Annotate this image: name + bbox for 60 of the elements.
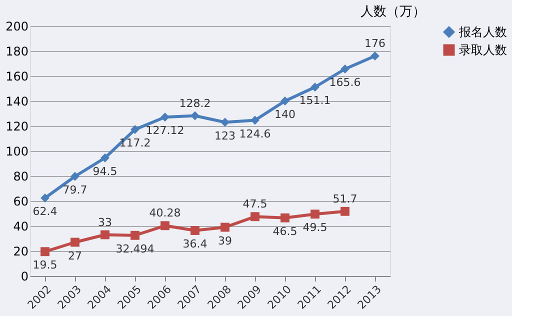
- data-label: 46.5: [272, 224, 298, 238]
- y-tick-label: 120: [6, 120, 28, 134]
- point: [280, 96, 290, 106]
- point: [340, 206, 350, 216]
- y-tick-label: 80: [13, 170, 28, 184]
- y-axis-title: 人数（万）: [360, 4, 426, 20]
- y-tick-label: 60: [13, 194, 28, 208]
- point: [250, 212, 260, 222]
- y-tick-label: 180: [6, 44, 28, 58]
- data-label: 140: [274, 108, 296, 121]
- data-label: 128.2: [179, 96, 211, 110]
- y-tick-label: 100: [6, 144, 28, 158]
- point: [220, 222, 230, 232]
- y-tick-label: 200: [6, 20, 28, 34]
- data-label: 62.4: [32, 205, 58, 218]
- point: [340, 64, 350, 74]
- point: [310, 210, 320, 219]
- point: [220, 118, 230, 127]
- point: [70, 238, 80, 247]
- data-label: 49.5: [302, 221, 328, 234]
- point: [130, 230, 140, 240]
- data-label: 176: [364, 37, 386, 50]
- point: [100, 230, 110, 240]
- y-tick-label: 0: [20, 270, 28, 284]
- data-label: 94.5: [92, 164, 118, 178]
- data-label: 39: [218, 234, 232, 248]
- y-tick-label: 40: [13, 220, 28, 234]
- data-label: 36.4: [182, 238, 208, 250]
- data-label: 124.6: [239, 127, 271, 140]
- data-label: 117.2: [119, 136, 151, 150]
- data-label: 40.28: [149, 206, 181, 220]
- point: [100, 153, 110, 162]
- point: [70, 172, 80, 181]
- legend-label: 报名人数: [458, 25, 507, 39]
- point: [250, 116, 260, 125]
- point: [40, 194, 50, 202]
- point: [310, 82, 320, 92]
- point: [40, 247, 50, 256]
- data-label: 33: [98, 216, 112, 229]
- point: [130, 125, 140, 134]
- data-label: 123: [214, 129, 236, 142]
- point: [280, 213, 290, 222]
- data-label: 27: [68, 249, 82, 262]
- legend-label: 录取人数: [459, 43, 507, 57]
- data-label: 47.5: [242, 198, 268, 211]
- data-label: 79.7: [62, 183, 88, 196]
- y-tick-label: 20: [13, 244, 28, 258]
- data-label: 32.494: [116, 242, 154, 256]
- data-label: 151.1: [299, 94, 331, 108]
- point: [370, 52, 380, 60]
- point: [160, 221, 170, 230]
- data-label: 51.7: [332, 192, 358, 206]
- data-label: 19.5: [32, 258, 58, 272]
- point: [190, 111, 200, 120]
- point: [160, 112, 170, 122]
- point: [190, 226, 200, 235]
- data-label: 165.6: [329, 76, 361, 89]
- y-tick-label: 140: [6, 94, 28, 108]
- y-tick-label: 160: [6, 70, 28, 84]
- data-label: 127.12: [146, 124, 184, 138]
